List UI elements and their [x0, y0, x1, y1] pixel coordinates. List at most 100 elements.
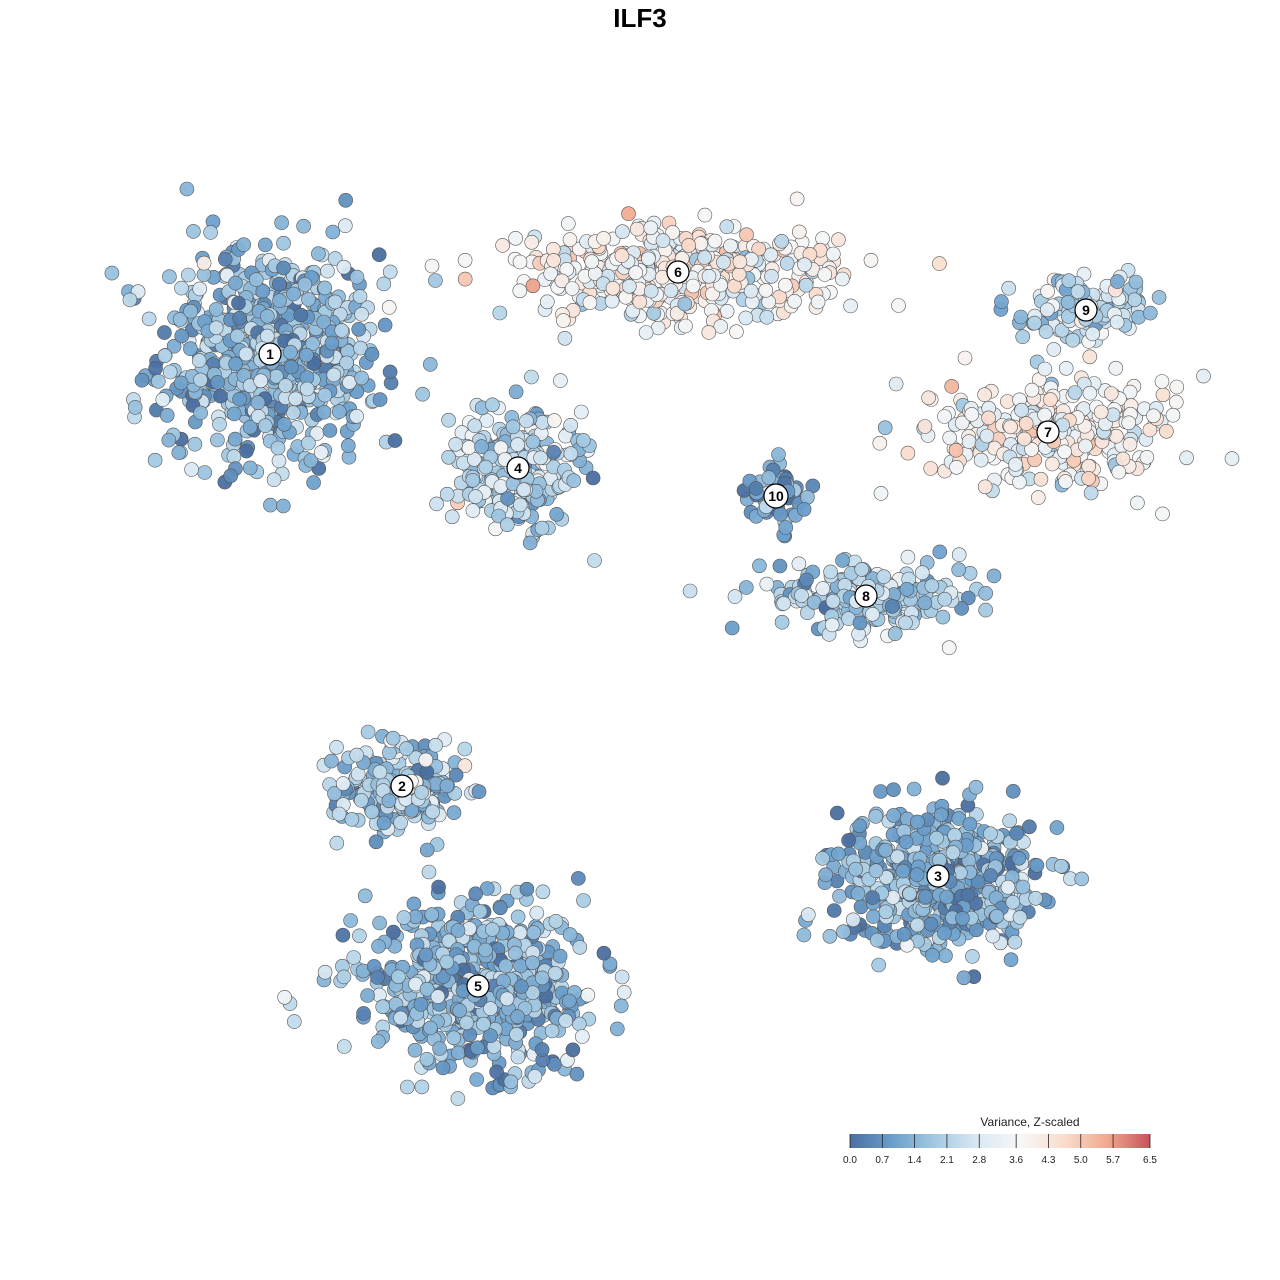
cell-point [935, 770, 950, 786]
cell-point [1130, 495, 1145, 511]
cell-point [826, 903, 842, 918]
cell-point [925, 947, 940, 963]
cell-point [141, 311, 157, 327]
cell-point [596, 231, 611, 246]
cell-point [192, 281, 207, 297]
cell-point [343, 913, 358, 928]
cell-point [937, 409, 952, 424]
cell-point [575, 433, 591, 448]
cluster-label-text: 4 [514, 460, 522, 476]
cell-point [191, 353, 207, 368]
cell-point [478, 459, 494, 475]
cell-point [172, 312, 188, 327]
cell-point [868, 808, 884, 824]
cell-point [774, 614, 790, 630]
cell-point [465, 503, 481, 518]
cell-point [415, 386, 430, 402]
cell-point [759, 309, 775, 325]
cell-point [854, 562, 870, 577]
cell-point [834, 271, 850, 287]
cell-point [822, 928, 838, 944]
cell-point [1159, 423, 1174, 439]
cell-point [349, 747, 365, 763]
cell-point [584, 254, 600, 270]
cell-point [450, 923, 466, 938]
cell-point [346, 950, 362, 965]
cell-point [863, 252, 879, 268]
cell-point [421, 864, 437, 880]
cell-point [1109, 314, 1125, 330]
cluster-label-4: 4 [506, 456, 530, 480]
cell-point [311, 246, 326, 261]
cell-point [1110, 274, 1125, 289]
cell-point [641, 251, 656, 267]
cell-point [327, 294, 343, 310]
cell-point [1031, 490, 1046, 505]
cell-point [643, 283, 659, 299]
cell-point [566, 473, 582, 489]
cell-point [193, 372, 208, 388]
cell-point [791, 556, 807, 572]
cell-point [629, 221, 645, 237]
cell-point [832, 888, 847, 904]
cell-point [370, 970, 385, 985]
cell-point [878, 904, 894, 920]
cell-point [831, 232, 846, 247]
cell-point [305, 336, 320, 352]
cell-point [949, 459, 964, 475]
cell-point [1108, 360, 1124, 376]
cell-point [761, 470, 777, 485]
cell-point [1005, 894, 1021, 910]
cell-point [439, 486, 455, 502]
cell-point [406, 896, 422, 912]
cell-point [508, 945, 523, 961]
cell-point [978, 602, 994, 618]
cell-point [489, 1064, 504, 1080]
cell-point [574, 1029, 590, 1044]
cell-point [1000, 879, 1016, 895]
cell-point [886, 808, 901, 823]
legend-tick-label: 2.8 [972, 1155, 986, 1166]
cell-point [965, 949, 980, 964]
cell-point [232, 391, 247, 407]
cell-point [524, 369, 539, 385]
cell-point [210, 432, 225, 448]
cell-point [407, 1042, 423, 1058]
cell-point [1049, 820, 1065, 835]
cell-point [989, 908, 1005, 924]
cell-point [505, 419, 521, 435]
cell-point [787, 293, 802, 309]
cell-point [317, 387, 333, 403]
cell-point [731, 266, 747, 282]
cell-point [621, 206, 636, 221]
cell-point [1005, 783, 1021, 799]
cell-point [461, 440, 477, 455]
cell-point [1155, 506, 1170, 522]
cell-point [354, 306, 369, 322]
cell-point [563, 417, 579, 433]
cell-point [1115, 451, 1131, 467]
cell-point [299, 347, 314, 363]
cell-point [293, 307, 309, 323]
cell-point [329, 739, 344, 755]
cell-point [428, 273, 443, 288]
cell-point [549, 506, 565, 522]
cell-point [519, 881, 535, 897]
cell-point [232, 310, 247, 326]
cell-point [450, 1045, 466, 1061]
cell-point [525, 434, 541, 450]
cell-point [476, 1016, 491, 1032]
cell-point [446, 1030, 462, 1046]
cell-point [986, 568, 1002, 584]
cluster-label-1: 1 [258, 342, 282, 366]
cell-point [900, 549, 916, 565]
cell-point [313, 445, 329, 460]
cell-point [322, 423, 338, 438]
cell-point [376, 276, 392, 292]
cell-point [303, 453, 319, 468]
cell-point [320, 263, 335, 279]
cell-point [1058, 474, 1073, 489]
cell-point [789, 191, 805, 207]
cell-point [873, 784, 888, 799]
cell-point [368, 834, 384, 850]
